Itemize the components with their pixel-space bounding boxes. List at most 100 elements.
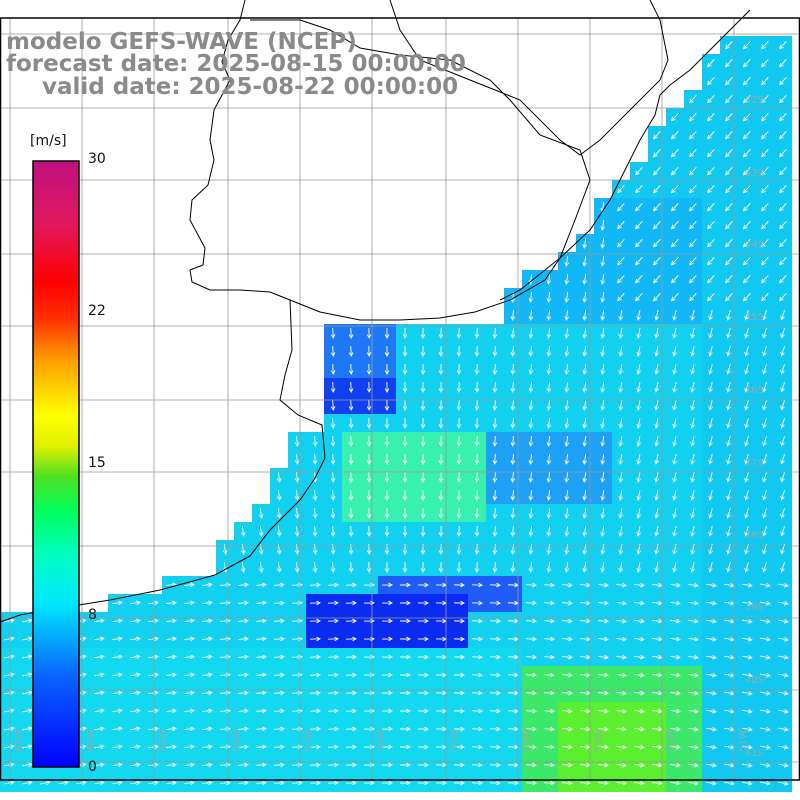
wind-vector-arrow [402,525,408,537]
wind-vector-arrow [489,636,501,642]
wind-vector-arrow [615,582,627,588]
wind-vector-arrow [669,708,681,714]
wind-vector-arrow [780,526,785,537]
wind-vector-arrow [653,202,661,212]
wind-vector-arrow [653,256,661,266]
wind-vector-arrow [528,471,534,483]
wind-vector-arrow [474,453,480,465]
wind-vector-arrow [474,507,480,519]
wind-vector-arrow [219,780,231,786]
wind-vector-arrow [600,453,606,465]
wind-vector-arrow [778,763,789,768]
wind-vector-arrow [726,490,731,501]
wind-vector-arrow [564,309,570,321]
wind-vector-arrow [309,690,321,696]
wind-vector-arrow [273,744,285,750]
wind-vector-arrow [564,561,570,573]
wind-vector-arrow [93,636,105,642]
wind-vector-arrow [327,672,339,678]
wind-vector-arrow [779,94,787,104]
wind-vector-arrow [384,525,390,537]
wind-vector-arrow [672,364,677,375]
wind-vector-arrow [438,345,444,357]
wind-vector-arrow [600,525,606,537]
wind-vector-arrow [672,436,677,447]
wind-vector-arrow [654,490,659,501]
wind-vector-arrow [708,454,713,465]
wind-vector-arrow [276,507,282,519]
wind-vector-arrow [672,508,677,519]
wind-vector-arrow [600,381,606,393]
wind-vector-arrow [705,582,717,588]
wind-vector-arrow [240,561,246,573]
wind-vector-arrow [690,400,695,411]
wind-vector-arrow [726,382,731,393]
wind-vector-arrow [525,582,537,588]
wind-vector-arrow [633,618,645,624]
colorbar [32,160,80,768]
wind-vector-arrow [597,726,609,732]
wind-vector-arrow [366,363,372,375]
wind-vector-arrow [294,525,300,537]
wind-vector-arrow [654,508,659,519]
wind-vector-arrow [672,472,677,483]
wind-vector-arrow [456,363,462,375]
wind-vector-arrow [687,600,699,606]
wind-vector-arrow [689,238,697,248]
wind-vector-arrow [129,726,141,732]
wind-vector-arrow [635,202,643,212]
wind-vector-arrow [707,148,715,158]
wind-vector-arrow [312,561,318,573]
wind-vector-arrow [561,780,573,786]
wind-vector-arrow [22,708,33,713]
wind-vector-arrow [183,726,195,732]
wind-vector-arrow [546,291,552,303]
wind-vector-arrow [741,745,753,750]
wind-vector-arrow [759,601,771,606]
wind-vector-arrow [778,781,789,786]
wind-vector-arrow [489,744,501,750]
wind-vector-arrow [201,708,213,714]
wind-vector-arrow [672,454,677,465]
wind-vector-arrow [294,489,300,501]
wind-vector-arrow [669,582,681,588]
wind-vector-arrow [471,672,483,678]
wind-vector-arrow [687,780,699,786]
wind-vector-arrow [453,618,465,624]
wind-vector-arrow [420,327,426,339]
wind-vector-arrow [690,490,695,501]
wind-vector-arrow [129,780,141,786]
wind-vector-arrow [708,472,713,483]
wind-vector-arrow [762,418,767,429]
wind-vector-arrow [689,292,697,302]
wind-vector-arrow [366,453,372,465]
colorbar-tick-22: 22 [88,303,106,319]
wind-vector-arrow [528,345,534,357]
wind-vector-arrow [654,310,659,321]
wind-vector-arrow [366,381,372,393]
wind-vector-arrow [779,238,787,248]
wind-vector-arrow [93,690,105,696]
wind-vector-arrow [492,525,498,537]
wind-vector-arrow [384,453,390,465]
wind-vector-arrow [726,508,731,519]
wind-vector-arrow [438,327,444,339]
wind-vector-arrow [291,780,303,786]
wind-vector-arrow [330,399,336,411]
wind-vector-arrow [510,363,516,375]
wind-vector-arrow [597,762,609,768]
wind-vector-arrow [778,745,789,750]
wind-vector-arrow [653,184,661,194]
wind-vector-arrow [402,417,408,429]
wind-vector-arrow [743,220,751,230]
wind-vector-arrow [617,256,625,266]
wind-vector-arrow [510,309,516,321]
wind-vector-arrow [474,345,480,357]
wind-vector-arrow [762,364,767,375]
wind-vector-arrow [582,525,588,537]
wind-vector-arrow [201,744,213,750]
wind-vector-arrow [615,744,627,750]
lon-label: 56W [376,729,387,752]
wind-vector-arrow [617,184,625,194]
wind-vector-arrow [528,381,534,393]
